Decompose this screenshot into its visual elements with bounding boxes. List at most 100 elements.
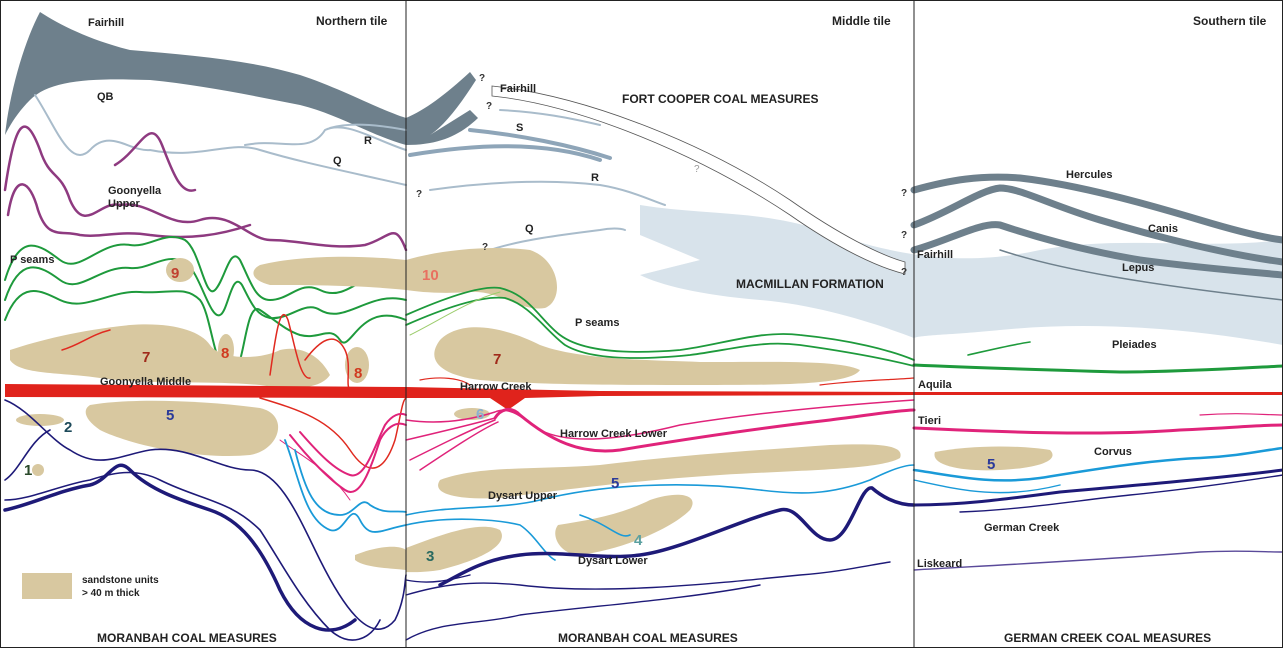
seam-line <box>329 123 407 131</box>
question-mark: ? <box>479 73 485 84</box>
seam-line <box>419 421 499 471</box>
seam-line <box>4 429 51 481</box>
seam-label: Fairhill <box>917 249 953 261</box>
seam-label: Harrow Creek <box>460 381 532 393</box>
sandstone-number: 4 <box>634 532 643 549</box>
sandstone <box>934 446 1053 471</box>
seam-label: Lepus <box>1122 262 1154 274</box>
seam-label: Fairhill <box>500 83 536 95</box>
seam-line <box>4 235 407 301</box>
sandstone-number: 8 <box>221 345 229 362</box>
seam-line <box>405 518 556 561</box>
sandstone <box>406 248 901 573</box>
unit-label: MORANBAH COAL MEASURES <box>97 631 277 645</box>
fairhill-band <box>5 12 406 145</box>
seam-line <box>912 468 1283 507</box>
seam-line <box>405 561 891 596</box>
seam-label: P seams <box>10 254 54 266</box>
seam-label: Corvus <box>1094 446 1132 458</box>
seam-label: Aquila <box>918 379 952 391</box>
fairhill-outline <box>491 85 906 275</box>
sandstone-number: 7 <box>142 349 150 366</box>
seam-line <box>4 257 407 320</box>
seam-line <box>113 132 197 192</box>
seam-band <box>910 184 1283 266</box>
seam-line <box>405 286 915 361</box>
seam-label: Tieri <box>918 415 941 427</box>
seam-line <box>409 419 496 461</box>
seam-label: Q <box>525 223 534 235</box>
seam-line <box>405 574 471 583</box>
sandstone-number: 7 <box>493 351 501 368</box>
seam-line <box>4 399 407 630</box>
seam-label: S <box>516 122 523 134</box>
sandstone-number: 1 <box>24 462 32 479</box>
seam-label: R <box>591 172 599 184</box>
seam-label: Q <box>333 155 342 167</box>
seam-label: Pleiades <box>1112 339 1157 351</box>
seam-band <box>408 144 602 162</box>
seam-line <box>489 227 626 251</box>
question-mark: ? <box>694 164 700 175</box>
seam-line <box>4 471 381 641</box>
sandstone-number: 10 <box>422 267 439 284</box>
seam-label: Hercules <box>1066 169 1112 181</box>
seam-label: Fairhill <box>88 17 124 29</box>
seam-label: Goonyella <box>108 185 162 197</box>
unit-label: FORT COOPER COAL MEASURES <box>622 92 818 106</box>
seam-label: Canis <box>1148 223 1178 235</box>
seam-line <box>269 313 311 379</box>
question-mark: ? <box>416 189 422 200</box>
seam-line <box>244 126 407 151</box>
legend-swatch <box>22 573 72 599</box>
seam-line <box>912 423 1283 435</box>
seam-label: Liskeard <box>917 558 962 570</box>
seam-label: Dysart Lower <box>578 555 648 567</box>
seam-line <box>61 329 111 351</box>
unit-label: MACMILLAN FORMATION <box>736 277 884 291</box>
seam-line <box>405 584 761 641</box>
seam-line <box>289 422 407 493</box>
seam-line <box>304 338 351 391</box>
fairhill-band <box>406 72 478 145</box>
question-mark: ? <box>901 188 907 199</box>
seam-line <box>999 249 1283 301</box>
tile-title: Southern tile <box>1193 14 1267 28</box>
seam-line <box>299 412 407 477</box>
seam-label: German Creek <box>984 522 1060 534</box>
seam-line <box>959 474 1283 513</box>
seam-label: Dysart Upper <box>488 490 558 502</box>
seam-line <box>3 125 408 252</box>
seam-line <box>3 463 357 632</box>
seam-line <box>405 417 496 441</box>
sandstone-number: 3 <box>426 548 434 565</box>
seam-line <box>1199 413 1283 416</box>
seam-line <box>6 183 252 239</box>
legend-label: sandstone units <box>82 575 159 586</box>
seam-label: Harrow Creek Lower <box>560 428 668 440</box>
sandstone <box>355 546 406 570</box>
sandstone-number: 9 <box>171 265 179 282</box>
seam-line <box>34 94 407 186</box>
question-mark: ? <box>482 242 488 253</box>
seam-line <box>912 363 1283 374</box>
seam-band <box>468 128 612 160</box>
seam-line <box>438 486 916 587</box>
tile-title: Northern tile <box>316 14 388 28</box>
question-mark: ? <box>486 101 492 112</box>
sandstone <box>10 256 406 476</box>
sandstone-number: 2 <box>64 419 72 436</box>
seam-line <box>913 550 1283 571</box>
sandstone-number: 6 <box>476 406 484 423</box>
seam-label: Upper <box>108 198 141 210</box>
seam-line <box>409 291 501 336</box>
seam-band <box>910 221 1283 279</box>
tile-title: Middle tile <box>832 14 891 28</box>
seam-line <box>967 341 1031 356</box>
seam-line <box>579 514 631 537</box>
seam-line <box>499 109 601 126</box>
unit-label: MORANBAH COAL MEASURES <box>558 631 738 645</box>
seam-line <box>405 464 915 516</box>
seam-line <box>913 479 1061 494</box>
